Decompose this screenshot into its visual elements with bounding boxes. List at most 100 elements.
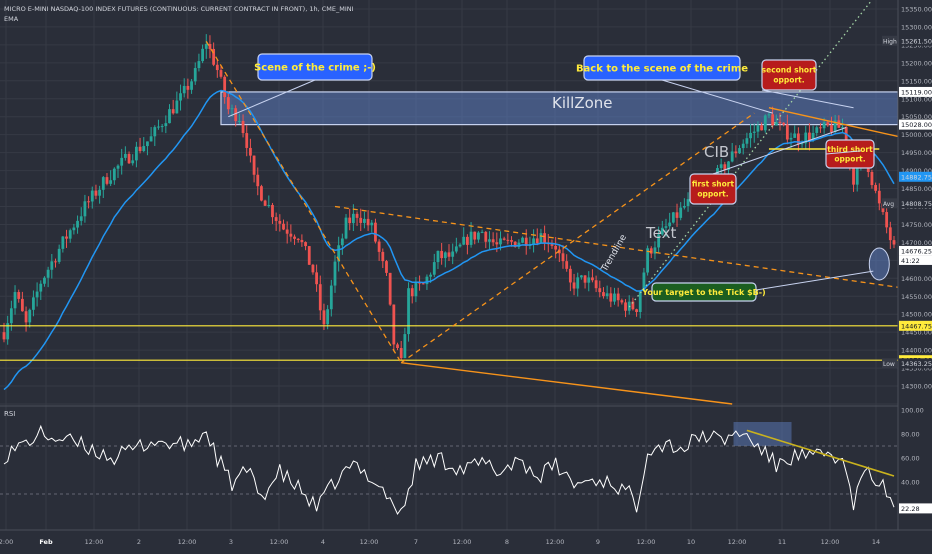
candle bbox=[127, 151, 131, 165]
candle-body bbox=[105, 177, 109, 184]
candle-body bbox=[495, 242, 499, 245]
candle bbox=[738, 145, 741, 154]
candle-body bbox=[602, 292, 605, 297]
candle bbox=[598, 280, 602, 298]
candle bbox=[138, 137, 142, 154]
candle-body bbox=[388, 272, 392, 305]
time-tick-label: 12:00 bbox=[637, 538, 656, 546]
candle-body bbox=[149, 136, 153, 142]
time-tick-label: Feb bbox=[39, 538, 53, 546]
candle-body bbox=[410, 288, 414, 297]
candle bbox=[752, 123, 756, 143]
second-short-callout-box bbox=[761, 59, 817, 91]
time-tick-label: 12:00 bbox=[728, 538, 747, 546]
candle bbox=[193, 62, 197, 85]
candle-body bbox=[587, 277, 591, 283]
third-short-callout-text: third short bbox=[827, 145, 873, 154]
candle-body bbox=[87, 201, 90, 203]
candle-body bbox=[237, 120, 241, 122]
first-short-callout-text: opport. bbox=[697, 190, 728, 199]
time-tick-label: 3 bbox=[229, 538, 233, 546]
candle bbox=[329, 279, 333, 317]
candle bbox=[337, 236, 341, 272]
candle-body bbox=[686, 199, 690, 206]
candle bbox=[215, 59, 219, 78]
candle-body bbox=[675, 212, 679, 218]
candle bbox=[451, 243, 455, 265]
candle bbox=[6, 315, 10, 345]
candle bbox=[686, 192, 690, 212]
candle bbox=[340, 233, 344, 255]
candle bbox=[760, 122, 764, 131]
candle-body bbox=[885, 212, 889, 228]
candle bbox=[543, 225, 547, 251]
candle bbox=[532, 229, 535, 253]
price-marker-value: 14467.75 bbox=[901, 322, 932, 330]
candle-body bbox=[39, 283, 43, 292]
orange-trend-line bbox=[401, 362, 733, 405]
candle-body bbox=[219, 70, 223, 77]
scene-callout-box bbox=[257, 53, 373, 81]
candle-body bbox=[403, 334, 407, 359]
candle bbox=[123, 146, 127, 161]
price-tick-label: 14850.00 bbox=[901, 185, 932, 193]
candle bbox=[763, 114, 767, 133]
back-callout-pointer bbox=[661, 79, 773, 114]
indicator-label[interactable]: EMA bbox=[4, 15, 19, 23]
scene-callout: Scene of the crime ;-) bbox=[228, 53, 376, 118]
candle-body bbox=[377, 241, 381, 252]
symbol-title: MICRO E-MINI NASDAQ-100 INDEX FUTURES (C… bbox=[4, 5, 354, 13]
candle-body bbox=[844, 126, 848, 149]
countdown-value: 41:22 bbox=[901, 257, 920, 265]
candle bbox=[182, 78, 186, 98]
candle bbox=[90, 186, 94, 209]
price-marker-value: 15261.50 bbox=[901, 37, 932, 45]
marker-tag: Low bbox=[883, 361, 895, 368]
candle-body bbox=[186, 85, 190, 90]
candle bbox=[734, 145, 738, 158]
candle-body bbox=[374, 222, 377, 242]
candle bbox=[826, 121, 830, 127]
candles bbox=[2, 34, 896, 360]
candle-body bbox=[624, 302, 627, 311]
candle-body bbox=[719, 164, 723, 169]
candle bbox=[381, 248, 385, 268]
time-tick-label: 7 bbox=[414, 538, 418, 546]
price-tick-label: 15100.00 bbox=[901, 95, 932, 103]
candle bbox=[212, 42, 216, 67]
candle bbox=[502, 236, 506, 241]
candle bbox=[134, 141, 138, 168]
candle-body bbox=[212, 48, 216, 65]
candle bbox=[252, 155, 256, 183]
candle bbox=[32, 290, 35, 317]
candle bbox=[579, 274, 583, 280]
candle-body bbox=[138, 146, 142, 151]
candle bbox=[186, 78, 190, 99]
candle bbox=[296, 238, 300, 243]
candle-body bbox=[436, 250, 440, 263]
candle-body bbox=[473, 231, 477, 240]
price-tick-label: 14400.00 bbox=[901, 347, 932, 355]
candle bbox=[13, 285, 17, 315]
candle-body bbox=[491, 239, 495, 243]
candle bbox=[620, 298, 624, 305]
candle-body bbox=[300, 239, 304, 243]
candle-body bbox=[668, 222, 672, 227]
candle-body bbox=[355, 213, 359, 218]
candle bbox=[396, 342, 399, 351]
candle bbox=[458, 243, 462, 248]
target-callout: Your target to the Tick $B-) bbox=[641, 282, 766, 302]
candle-body bbox=[550, 244, 554, 246]
killzone-label: KillZone bbox=[552, 94, 613, 112]
candle bbox=[83, 194, 87, 223]
candle bbox=[54, 258, 57, 268]
rsi-pane: RSI bbox=[0, 405, 932, 516]
candle-body bbox=[9, 308, 13, 324]
candle bbox=[513, 241, 517, 248]
candle bbox=[197, 53, 201, 72]
candle bbox=[237, 113, 241, 125]
